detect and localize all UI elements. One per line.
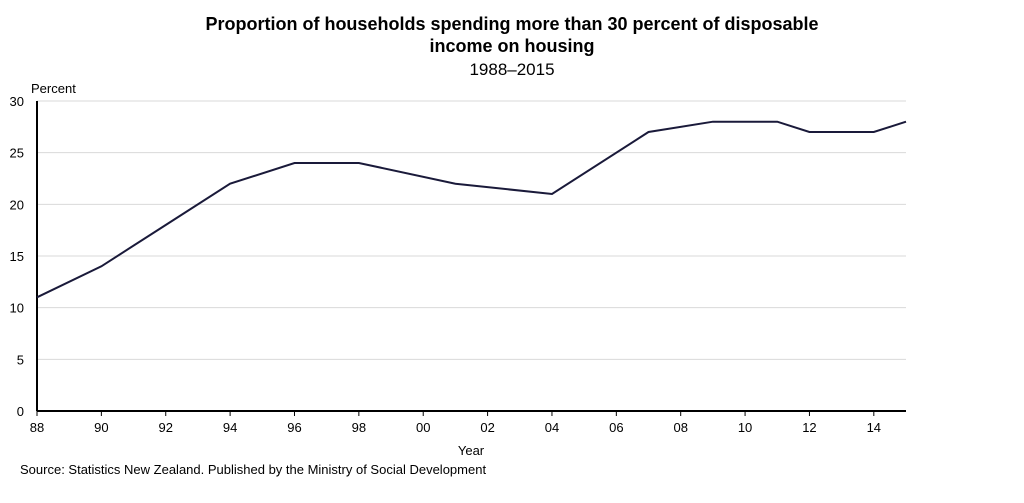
- y-tick-label: 0: [17, 404, 24, 419]
- x-tick-labels: 88 90 92 94 96 98 00 02 04 06 08 10 12 14: [30, 411, 881, 435]
- x-tick-label: 94: [223, 420, 237, 435]
- y-tick-label: 25: [10, 146, 24, 161]
- x-tick-label: 92: [159, 420, 173, 435]
- y-tick-label: 10: [10, 301, 24, 316]
- x-tick-label: 14: [867, 420, 881, 435]
- y-axis-title: Percent: [31, 81, 76, 96]
- x-tick-label: 06: [609, 420, 623, 435]
- x-tick-label: 12: [802, 420, 816, 435]
- chart-subtitle: 1988–2015: [469, 60, 555, 79]
- x-tick-label: 98: [352, 420, 366, 435]
- axes: [36, 101, 906, 412]
- x-tick-label: 00: [416, 420, 430, 435]
- x-axis-title: Year: [458, 443, 485, 458]
- y-tick-labels: 0 5 10 15 20 25 30: [10, 94, 24, 419]
- x-tick-label: 96: [287, 420, 301, 435]
- x-tick-label: 88: [30, 420, 44, 435]
- chart-title-line-1: Proportion of households spending more t…: [205, 14, 819, 34]
- x-tick-label: 10: [738, 420, 752, 435]
- series-layer: [36, 120, 907, 299]
- y-tick-label: 20: [10, 197, 24, 212]
- chart-title-line-2: income on housing: [429, 36, 595, 56]
- chart-title: Proportion of households spending more t…: [0, 13, 1024, 57]
- y-tick-label: 15: [10, 249, 24, 264]
- x-tick-label: 90: [94, 420, 108, 435]
- x-tick-label: 04: [545, 420, 559, 435]
- x-tick-label: 02: [480, 420, 494, 435]
- x-tick-label: 08: [673, 420, 687, 435]
- grid-lines: [37, 100, 906, 360]
- series-line: [36, 120, 907, 299]
- y-tick-label: 30: [10, 94, 24, 109]
- y-tick-label: 5: [17, 352, 24, 367]
- source-note: Source: Statistics New Zealand. Publishe…: [20, 462, 487, 477]
